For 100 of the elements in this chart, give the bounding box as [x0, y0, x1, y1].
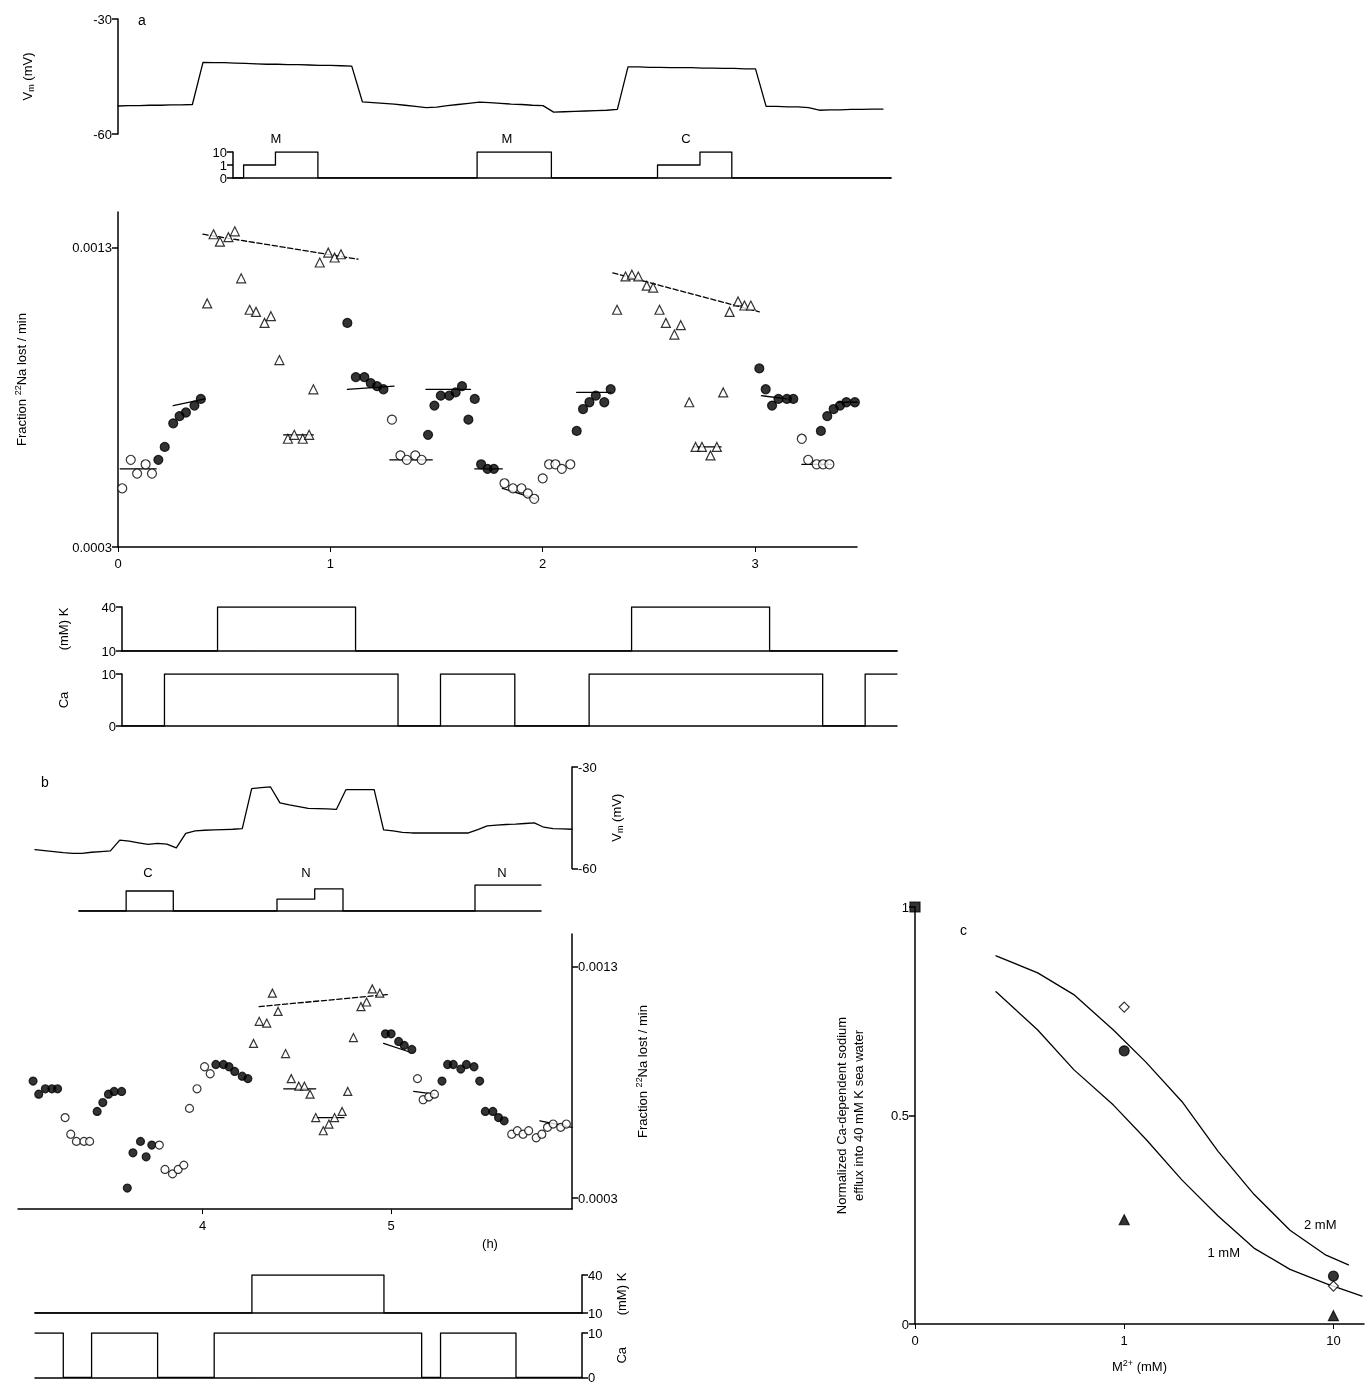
- point: [565, 459, 576, 470]
- point: [416, 454, 427, 465]
- point: [262, 1018, 272, 1028]
- y-axis-title: (mM) K: [614, 1272, 630, 1316]
- point: [280, 1048, 291, 1059]
- y-axis-title: Fraction 22Na lost / min: [634, 1005, 650, 1138]
- point: [429, 400, 440, 411]
- point: [273, 1006, 283, 1016]
- point: [732, 296, 744, 307]
- point: [342, 317, 353, 328]
- point: [337, 1106, 347, 1116]
- point: [841, 397, 852, 408]
- point: [356, 1002, 366, 1012]
- point: [286, 1074, 296, 1084]
- point: [499, 1116, 509, 1126]
- point: [117, 1086, 127, 1097]
- point: [745, 300, 756, 311]
- point: [724, 306, 735, 317]
- point: [524, 1126, 534, 1136]
- point: [329, 1112, 340, 1123]
- point: [168, 418, 179, 429]
- point: [128, 1148, 138, 1158]
- point: [141, 1152, 151, 1162]
- point: [556, 463, 567, 474]
- point: [711, 441, 722, 453]
- point: [386, 414, 398, 425]
- point: [153, 454, 164, 465]
- point: [507, 483, 519, 494]
- y-tick-label: 0.0003: [578, 1190, 618, 1206]
- point: [815, 425, 826, 437]
- y-tick-label: -30: [578, 759, 597, 775]
- annotation: C: [681, 131, 691, 146]
- point: [343, 1086, 353, 1097]
- point: [788, 393, 799, 405]
- point: [308, 384, 319, 395]
- point: [522, 488, 533, 499]
- point: [195, 393, 206, 405]
- point: [367, 984, 377, 994]
- y-tick-label: 10: [212, 144, 227, 160]
- x-tick-label: 1: [1120, 1333, 1128, 1348]
- y-axis-title: Vm (mV): [20, 52, 36, 101]
- point: [475, 1076, 485, 1086]
- point: [348, 1032, 359, 1043]
- point: [132, 468, 143, 479]
- point: [599, 397, 610, 408]
- point: [803, 454, 814, 465]
- point: [469, 1062, 479, 1072]
- annotation: N: [497, 865, 507, 880]
- point: [211, 1059, 221, 1070]
- point: [167, 1169, 178, 1179]
- point: [633, 271, 644, 282]
- point: [189, 400, 200, 411]
- point: [718, 387, 729, 398]
- point: [184, 1103, 195, 1113]
- point: [561, 1119, 571, 1129]
- point: [98, 1097, 108, 1108]
- point: [244, 304, 255, 315]
- point: [323, 247, 334, 258]
- point: [199, 1062, 210, 1072]
- y-tick-label: 0.0013: [72, 240, 112, 256]
- point: [648, 282, 659, 293]
- point: [282, 433, 293, 444]
- series-label: 2 mM: [1303, 1216, 1337, 1232]
- y-tick-label: -30: [93, 11, 112, 27]
- point: [223, 232, 234, 243]
- y-tick-label: 40: [101, 599, 116, 615]
- point: [461, 1059, 472, 1070]
- point: [92, 1106, 102, 1116]
- point: [28, 1076, 38, 1086]
- point: [259, 317, 270, 328]
- chart-title: a: [138, 12, 146, 28]
- annotation: M: [501, 131, 513, 146]
- point: [230, 1066, 240, 1076]
- point: [529, 493, 540, 504]
- point: [626, 269, 637, 280]
- y-tick-label: -60: [578, 861, 597, 876]
- point: [399, 1040, 409, 1050]
- y-tick-label: 0: [108, 718, 116, 734]
- point: [289, 429, 300, 440]
- point: [463, 414, 474, 425]
- point: [229, 226, 240, 237]
- point: [488, 1106, 498, 1116]
- text: b: [41, 774, 49, 790]
- x-tick-label: 5: [387, 1218, 395, 1234]
- point: [675, 320, 686, 331]
- point: [60, 1112, 70, 1123]
- point: [52, 1084, 63, 1094]
- point: [214, 236, 226, 247]
- x-tick-label: 1: [326, 556, 334, 571]
- point: [516, 483, 527, 494]
- point: [412, 1074, 423, 1084]
- point: [499, 478, 510, 489]
- point: [571, 425, 582, 437]
- point: [318, 1126, 328, 1136]
- y-tick-label: 10: [588, 1305, 603, 1321]
- point: [435, 390, 446, 401]
- point: [822, 410, 833, 422]
- point: [202, 298, 213, 309]
- point: [243, 1074, 253, 1084]
- point: [146, 468, 158, 479]
